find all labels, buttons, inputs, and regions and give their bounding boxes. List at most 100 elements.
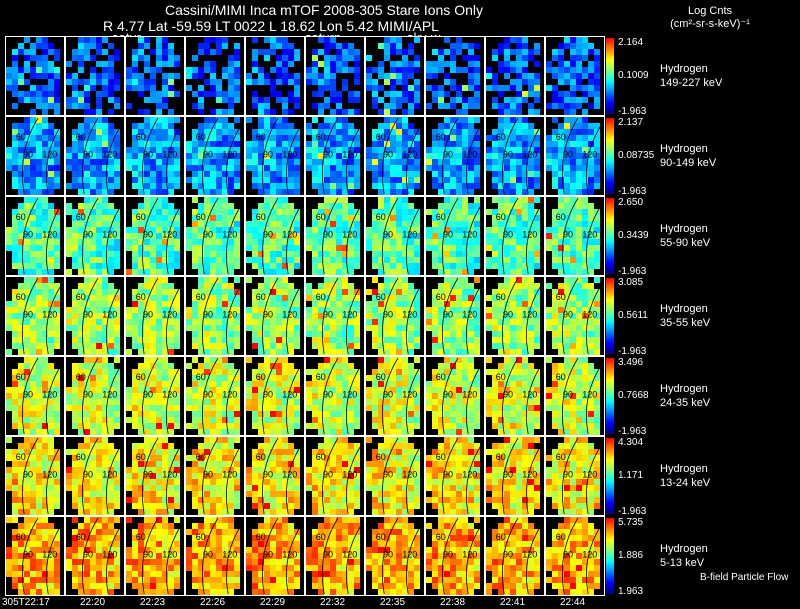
energy-range: 13-24 keV [660,477,711,490]
energy-range: 35-55 keV [660,317,711,330]
l-shell-contour [141,357,159,435]
colorbar [606,358,614,434]
contour-label: 120 [102,230,117,240]
contour-label: 90 [383,230,393,240]
panel-border [305,516,365,596]
ena-panel: 60 90 120 [5,516,65,596]
l-shell-contour [525,283,543,355]
ena-panel: 60 90 120 [485,196,545,276]
panel-border [545,196,605,276]
colorbar-max: 2.137 [618,117,644,128]
contour-label: 120 [162,390,177,400]
contour-label: 60 [196,292,206,302]
ena-panel: 60 90 120 [425,436,485,516]
ena-panel: 60 90 120 [545,276,605,356]
panel-border [245,36,305,116]
panel-border [485,116,545,196]
contour-label: 90 [323,550,333,560]
contour-label: 120 [462,390,477,400]
colorbar-max: 5.735 [618,517,644,528]
ena-panel: 60 90 120 [545,356,605,436]
contour-label: 120 [42,390,57,400]
contour-label: 60 [436,532,446,542]
contour-label: 90 [23,550,33,560]
ena-panel [185,36,245,116]
l-shell-contour [225,443,243,515]
contour-label: 60 [556,372,566,382]
panel-border [245,356,305,436]
panel-border [5,356,65,436]
ena-panel: 60 90 120 [485,436,545,516]
l-shell-contour [501,517,519,595]
contour-label: 90 [323,390,333,400]
panel-border [185,196,245,276]
l-shell-contour [225,203,243,275]
panel-border [5,436,65,516]
l-shell-contour [525,523,543,595]
contour-label: 120 [402,390,417,400]
l-shell-contour [165,523,183,595]
contour-label: 120 [582,390,597,400]
colorbar-min: -1.963 [618,266,647,277]
panel-border [545,436,605,516]
l-shell-contour [261,197,279,275]
species-label: Hydrogen 35-55 keV [660,302,710,331]
l-shell-contour [45,203,63,275]
l-shell-contour [285,123,303,195]
contour-label: 90 [83,310,93,320]
colorbar-mid: 0.1009 [618,70,649,81]
contour-label: 60 [316,452,326,462]
colorbar [606,38,614,114]
contour-label: 90 [383,390,393,400]
species-name: Hydrogen [660,463,708,475]
panel-border [125,276,185,356]
l-shell-contour [201,117,219,195]
ena-panel: 60 90 120 [485,116,545,196]
time-label: 22:38 [440,597,466,608]
l-shell-contour [285,283,303,355]
time-label: 305T22:17 [2,597,50,608]
contour-label: 60 [496,372,506,382]
contour-label: 90 [563,390,573,400]
panel-border [365,196,425,276]
contour-label: 90 [143,150,153,160]
l-shell-contour [441,357,459,435]
contour-label: 90 [383,550,393,560]
l-shell-contour [21,517,39,595]
contour-label: 90 [563,470,573,480]
colorbar [606,118,614,194]
contour-label: 120 [522,230,537,240]
ena-panel: 60 90 120 [305,196,365,276]
l-shell-contour [141,517,159,595]
contour-label: 60 [436,212,446,222]
panel-border [545,516,605,596]
ena-panel: 60 90 120 [365,436,425,516]
contour-label: 90 [203,470,213,480]
contour-label: 120 [282,310,297,320]
contour-label: 90 [143,230,153,240]
contour-label: 120 [462,470,477,480]
ena-panel: 60 90 120 [185,196,245,276]
species-name: Hydrogen [660,143,708,155]
panel-border [185,516,245,596]
ena-panel: 60 90 120 [125,116,185,196]
l-shell-contour [345,123,363,195]
l-shell-contour [525,443,543,515]
ena-panel: 60 90 120 [5,116,65,196]
contour-label: 60 [136,292,146,302]
l-shell-contour [561,277,579,355]
panel-border [425,276,485,356]
l-shell-contour [465,123,483,195]
ena-panel: 60 90 120 [305,116,365,196]
contour-label: 60 [496,452,506,462]
ena-panel: 60 90 120 [545,116,605,196]
contour-label: 120 [222,390,237,400]
colorbar-mid: 0.08735 [618,150,655,161]
chart-title: Cassini/MIMI Inca mTOF 2008-305 Stare Io… [165,2,483,18]
ena-panel: 60 90 120 [305,516,365,596]
orbit-info: R 4.77 Lat -59.59 LT 0022 L 18.62 Lon 5.… [103,18,439,34]
panel-border [245,276,305,356]
contour-label: 120 [462,550,477,560]
contour-label: 90 [443,390,453,400]
contour-label: 60 [556,532,566,542]
